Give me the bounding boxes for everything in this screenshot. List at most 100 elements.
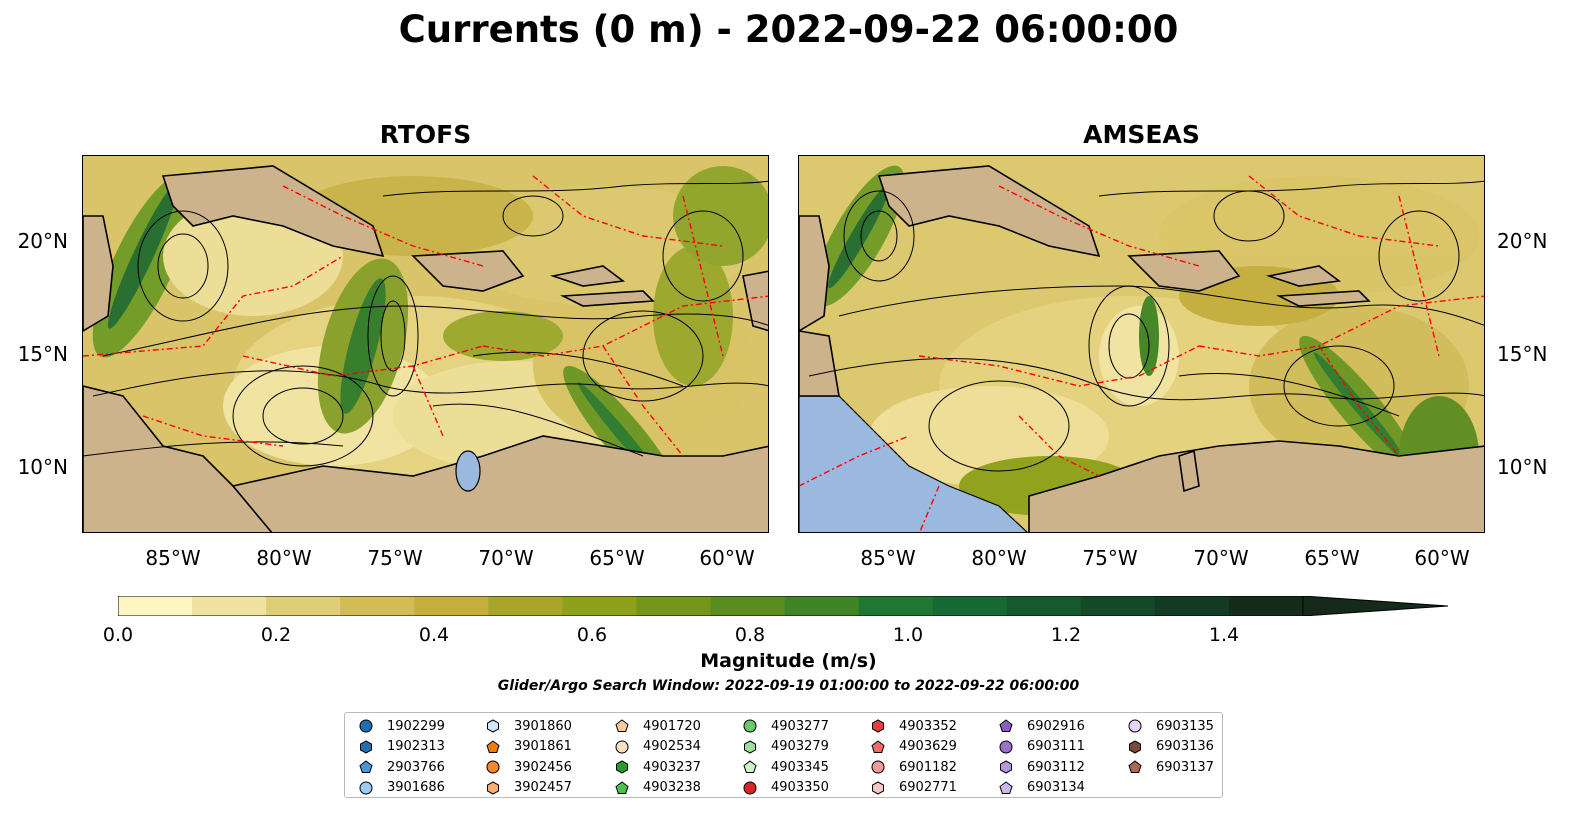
y-tick-label: 20°N (1497, 229, 1548, 253)
legend-item: 4903279 (743, 737, 829, 757)
pentagon-marker-icon (615, 780, 629, 794)
x-tick-label: 75°W (1082, 546, 1138, 570)
x-tick-label: 70°W (478, 546, 534, 570)
circle-marker-icon (615, 740, 629, 753)
colorbar-segment (1006, 596, 1082, 616)
y-tick-label: 10°N (1497, 455, 1548, 479)
legend-item: 4903277 (743, 716, 829, 736)
legend-item: 6903112 (999, 757, 1085, 777)
colorbar-tick-label: 1.4 (1208, 624, 1240, 646)
legend-item-label: 6903137 (1156, 759, 1214, 775)
colorbar-extend-arrow (1302, 595, 1449, 617)
legend-item-label: 4903345 (771, 759, 829, 775)
y-tick-label: 10°N (17, 455, 68, 479)
colorbar-tick-label: 1.0 (892, 624, 924, 646)
x-tick-label: 80°W (256, 546, 312, 570)
circle-marker-icon (743, 781, 757, 794)
legend-item: 1902313 (359, 737, 445, 757)
pentagon-marker-icon (615, 719, 629, 732)
legend-item: 4903350 (743, 778, 829, 798)
x-tick-label: 80°W (971, 546, 1027, 570)
colorbar-segment (488, 596, 563, 616)
legend-item: 3901861 (486, 737, 572, 757)
hexagon-marker-icon (360, 739, 372, 754)
panel-title-amseas: AMSEAS (1083, 120, 1200, 149)
legend-item: 3902457 (486, 778, 572, 798)
hexagon-marker-icon (487, 780, 499, 795)
pentagon-marker-icon (743, 760, 757, 773)
legend-item: 6903134 (999, 778, 1085, 798)
legend-item-label: 4903279 (771, 739, 829, 754)
colorbar-segment (414, 596, 489, 616)
y-tick-label: 20°N (17, 229, 68, 253)
legend-item: 4903352 (871, 716, 957, 736)
y-tick-label: 15°N (17, 342, 68, 366)
legend-item-label: 4903277 (771, 718, 829, 734)
colorbar-label: Magnitude (m/s) (700, 650, 877, 672)
colorbar-segment (636, 596, 711, 616)
legend-item: 3902456 (486, 757, 572, 777)
legend-item-label: 6903134 (1027, 780, 1085, 795)
circle-marker-icon (359, 719, 373, 733)
legend-item: 3901860 (486, 716, 572, 736)
pentagon-marker-icon (1128, 760, 1142, 773)
legend-item: 4901720 (615, 716, 701, 736)
x-tick-label: 65°W (1304, 546, 1360, 570)
pentagon-marker-icon (486, 739, 500, 753)
colorbar-tick-label: 0.8 (734, 624, 766, 646)
legend-item: 4903237 (615, 757, 701, 777)
hexagon-marker-icon (1129, 739, 1141, 754)
circle-marker-icon (999, 740, 1013, 753)
legend-item-label: 3901861 (514, 739, 572, 754)
x-tick-label: 60°W (1414, 546, 1470, 570)
circle-marker-icon (359, 781, 373, 794)
x-tick-label: 85°W (145, 546, 201, 570)
legend: 1902299 1902313 2903766 3901686 3901860 39018… (344, 712, 1223, 798)
legend-item-label: 4903350 (771, 780, 829, 795)
colorbar-tick-label: 0.4 (418, 624, 450, 646)
colorbar-segment (784, 596, 860, 616)
colorbar-segment (266, 596, 341, 616)
legend-item-label: 3902456 (514, 759, 572, 775)
x-tick-label: 70°W (1193, 546, 1249, 570)
map-rtofs (82, 155, 769, 533)
y-tick-label: 15°N (1497, 342, 1548, 366)
legend-item: 4903238 (615, 778, 701, 798)
colorbar-segment (192, 596, 267, 616)
legend-item-label: 6903111 (1027, 739, 1085, 754)
figure-title: Currents (0 m) - 2022-09-22 06:00:00 (398, 8, 1179, 51)
legend-item-label: 2903766 (387, 759, 445, 775)
hexagon-marker-icon (1000, 760, 1012, 774)
map-amseas-canvas (799, 156, 1484, 532)
legend-item-label: 3901860 (514, 718, 572, 734)
map-amseas (798, 155, 1485, 533)
legend-item-label: 3901686 (387, 780, 445, 795)
map-rtofs-canvas (83, 156, 768, 532)
colorbar-segment (858, 596, 934, 616)
legend-item: 6903111 (999, 737, 1085, 757)
panel-title-rtofs: RTOFS (379, 120, 472, 149)
colorbar-segment (562, 596, 637, 616)
pentagon-marker-icon (359, 760, 373, 773)
circle-marker-icon (743, 719, 757, 733)
legend-item-label: 6903135 (1156, 718, 1214, 734)
colorbar-segment (1228, 596, 1304, 616)
legend-item: 6903136 (1128, 737, 1214, 757)
hexagon-marker-icon (487, 719, 499, 733)
colorbar-tick-label: 0.0 (102, 624, 134, 646)
pentagon-marker-icon (999, 780, 1013, 794)
legend-item: 6902916 (999, 716, 1085, 736)
legend-item-label: 6902771 (899, 780, 957, 795)
x-tick-label: 65°W (589, 546, 645, 570)
hexagon-marker-icon (744, 739, 756, 754)
colorbar-tick-label: 0.2 (260, 624, 292, 646)
colorbar-tick-label: 0.6 (576, 624, 608, 646)
hexagon-marker-icon (872, 719, 884, 733)
legend-item-label: 4902534 (643, 739, 701, 754)
x-tick-label: 75°W (367, 546, 423, 570)
colorbar (117, 595, 1458, 617)
hexagon-marker-icon (872, 780, 884, 795)
legend-item: 1902299 (359, 716, 445, 736)
legend-item: 4903629 (871, 737, 957, 757)
circle-marker-icon (1128, 719, 1142, 733)
